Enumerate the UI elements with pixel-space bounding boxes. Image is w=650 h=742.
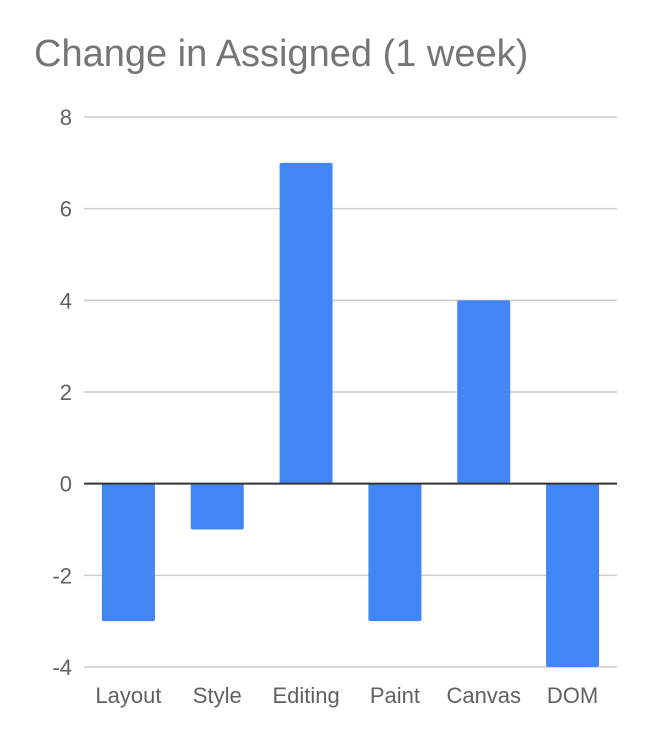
x-tick-label: Paint (370, 683, 420, 708)
bar-layout (101, 483, 155, 622)
x-tick-label: DOM (547, 683, 598, 708)
x-tick-label: Editing (272, 683, 339, 708)
bar-style (190, 483, 244, 530)
y-tick-label: 8 (60, 105, 72, 130)
gridlines (84, 116, 617, 668)
y-tick-label: -4 (52, 655, 72, 680)
y-tick-label: 4 (60, 288, 72, 313)
y-tick-label: 2 (60, 380, 72, 405)
x-tick-label: Canvas (446, 683, 521, 708)
y-tick-label: 6 (60, 197, 72, 222)
bars (101, 162, 600, 667)
y-axis-ticks: 8 6 4 2 0 -2 -4 (52, 105, 72, 680)
bar-paint (368, 483, 422, 622)
bar-dom (546, 483, 600, 667)
x-tick-label: Layout (95, 683, 161, 708)
x-axis-ticks: Layout Style Editing Paint Canvas DOM (95, 683, 598, 708)
bar-editing (279, 162, 333, 484)
chart-title: Change in Assigned (1 week) (34, 33, 529, 75)
y-tick-label: 0 (60, 472, 72, 497)
bar-canvas (457, 300, 511, 484)
y-tick-label: -2 (52, 563, 72, 588)
x-tick-label: Style (193, 683, 242, 708)
